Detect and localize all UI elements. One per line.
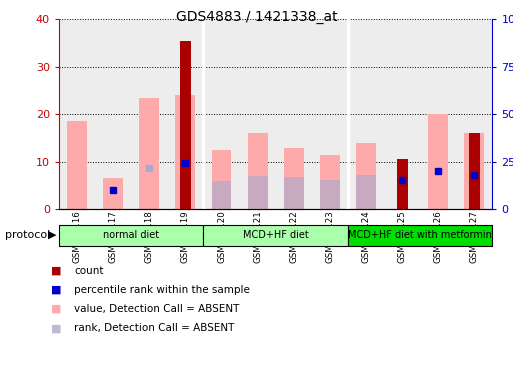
Bar <box>248 133 268 209</box>
Bar <box>180 41 191 209</box>
Bar <box>420 19 457 209</box>
Bar <box>284 177 304 209</box>
Bar <box>204 19 240 209</box>
Bar <box>131 19 167 209</box>
Text: ▶: ▶ <box>48 230 56 240</box>
Bar <box>469 133 480 209</box>
Bar <box>356 143 376 209</box>
Bar <box>59 225 204 246</box>
Text: normal diet: normal diet <box>103 230 160 240</box>
Text: rank, Detection Call = ABSENT: rank, Detection Call = ABSENT <box>74 323 235 333</box>
Text: percentile rank within the sample: percentile rank within the sample <box>74 285 250 295</box>
Bar <box>240 19 275 209</box>
Bar <box>320 180 340 209</box>
Bar <box>67 121 87 209</box>
Text: MCD+HF diet with metformin: MCD+HF diet with metformin <box>348 230 492 240</box>
Bar <box>320 155 340 209</box>
Bar <box>95 19 131 209</box>
Text: ■: ■ <box>51 285 62 295</box>
Text: value, Detection Call = ABSENT: value, Detection Call = ABSENT <box>74 304 240 314</box>
Bar <box>212 150 231 209</box>
Text: ■: ■ <box>51 323 62 333</box>
Bar <box>204 225 348 246</box>
Bar <box>457 19 492 209</box>
Text: MCD+HF diet: MCD+HF diet <box>243 230 309 240</box>
Bar <box>212 181 231 209</box>
Text: count: count <box>74 266 104 276</box>
Text: ■: ■ <box>51 266 62 276</box>
Text: protocol: protocol <box>5 230 50 240</box>
Bar <box>284 147 304 209</box>
Bar <box>397 159 408 209</box>
Bar <box>356 175 376 209</box>
Bar <box>464 133 484 209</box>
Bar <box>103 179 123 209</box>
Bar <box>167 19 204 209</box>
Bar <box>312 19 348 209</box>
Bar <box>275 19 312 209</box>
Text: ■: ■ <box>51 304 62 314</box>
Bar <box>348 225 492 246</box>
Text: GDS4883 / 1421338_at: GDS4883 / 1421338_at <box>175 10 338 23</box>
Bar <box>175 95 195 209</box>
Bar <box>428 114 448 209</box>
Bar <box>248 176 268 209</box>
Bar <box>140 98 159 209</box>
Bar <box>59 19 95 209</box>
Bar <box>384 19 420 209</box>
Bar <box>348 19 384 209</box>
